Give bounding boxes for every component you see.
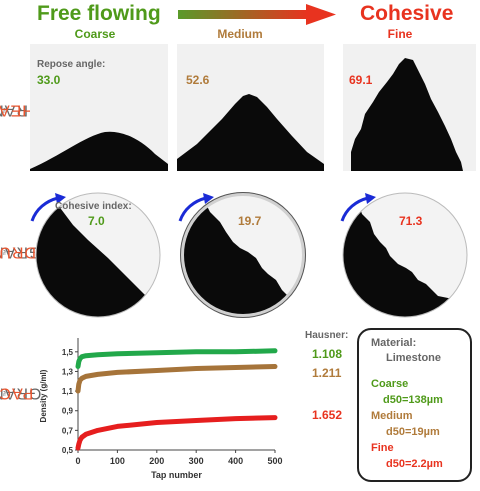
- medium-label: Medium: [371, 410, 413, 422]
- rotation-arrow-icon: [30, 193, 66, 222]
- repose-angle-caption: Repose angle:: [37, 59, 106, 70]
- repose-angle-fine: 69.1: [349, 73, 373, 87]
- x-tick-label: 500: [267, 456, 282, 466]
- coarse-d50: d50=138µm: [383, 394, 443, 406]
- heap-silhouette-coarse: [30, 131, 168, 171]
- y-axis-label: Density (g/ml): [39, 369, 48, 422]
- material-name: Limestone: [386, 352, 442, 364]
- fine-d50: d50=2.2µm: [386, 458, 443, 470]
- heap-silhouette-fine: [351, 58, 463, 171]
- granudrum-label: GRANUDRUM™: [0, 244, 42, 261]
- x-axis-label: Tap number: [151, 470, 202, 480]
- drum-coarse: [35, 192, 161, 318]
- cohesive-index-fine: 71.3: [399, 214, 423, 228]
- cohesive-index-coarse: 7.0: [88, 214, 105, 228]
- cohesive-index-caption: Cohesive index:: [55, 201, 132, 212]
- heap-panel-fine: [343, 44, 476, 171]
- drum-medium: [180, 192, 306, 318]
- coarse-label: Coarse: [371, 378, 409, 390]
- hausner-caption: Hausner:: [305, 330, 349, 341]
- y-tick-label: 1,5: [62, 348, 74, 357]
- x-tick-label: 100: [110, 456, 125, 466]
- y-tick-label: 1,1: [62, 387, 74, 396]
- medium-d50: d50=19µm: [386, 426, 440, 438]
- fine-label: Fine: [371, 442, 394, 454]
- flow-arrow-icon: [178, 4, 336, 25]
- cohesive-title: Cohesive: [360, 2, 454, 25]
- free-flowing-title: Free flowing: [37, 2, 161, 25]
- repose-angle-medium: 52.6: [186, 73, 210, 87]
- material-info-box: Material: Limestone Coarse d50=138µm Med…: [357, 328, 472, 482]
- column-label-coarse: Coarse: [74, 27, 116, 41]
- heap-silhouette-medium: [177, 94, 324, 171]
- y-tick-label: 1,3: [62, 367, 74, 376]
- column-label-medium: Medium: [217, 27, 263, 41]
- granuheap-label: GRANUHEAP™: [0, 102, 42, 119]
- column-label-fine: Fine: [387, 27, 413, 41]
- series-line-0: [75, 348, 278, 369]
- series-line-2: [75, 415, 278, 451]
- drum-fine: [342, 192, 468, 318]
- y-tick-label: 0,5: [62, 446, 74, 455]
- granupack-label: GRANUPACK™: [0, 385, 42, 402]
- series-line-1: [75, 364, 278, 394]
- x-tick-label: 200: [149, 456, 164, 466]
- rotation-arrow-icon: [340, 193, 376, 222]
- material-title: Material:: [371, 337, 417, 349]
- x-tick-label: 400: [228, 456, 243, 466]
- heap-panel-medium: [177, 44, 324, 171]
- y-tick-label: 0,9: [62, 407, 74, 416]
- hausner-coarse: 1.108: [312, 347, 343, 361]
- repose-angle-coarse: 33.0: [37, 73, 61, 87]
- rotation-arrow-icon: [178, 193, 214, 222]
- heap-panel-coarse: [30, 44, 168, 171]
- hausner-fine: 1.652: [312, 408, 343, 422]
- x-tick-label: 0: [75, 456, 80, 466]
- tap-density-chart: 0 100 200 300 400 500 0,5 0,7 0,9 1,1 1,3 1,5 Tap nu…: [39, 338, 283, 480]
- y-tick-label: 0,7: [62, 426, 74, 435]
- cohesive-index-medium: 19.7: [238, 214, 262, 228]
- x-tick-label: 300: [189, 456, 204, 466]
- hausner-medium: 1.211: [312, 366, 342, 380]
